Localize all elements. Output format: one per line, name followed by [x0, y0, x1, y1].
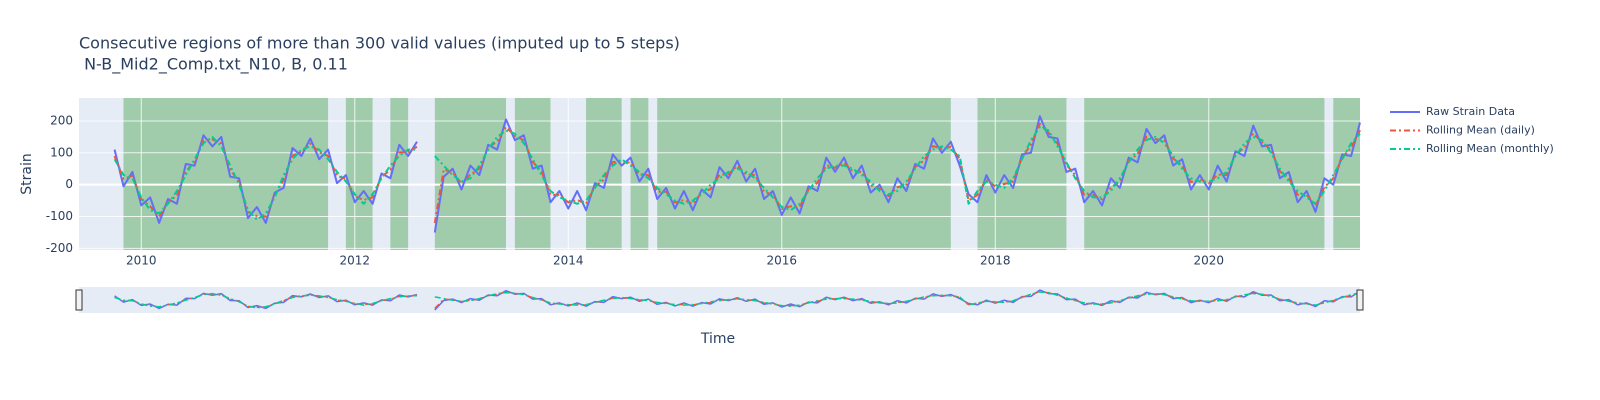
x-tick-label: 2018 [980, 254, 1011, 268]
x-tick-label: 2010 [126, 254, 157, 268]
line-layer [113, 115, 1361, 233]
y-tick-label: 200 [50, 113, 73, 127]
legend-label[interactable]: Raw Strain Data [1426, 105, 1515, 118]
series-line [433, 115, 1361, 233]
chart-subtitle: N-B_Mid2_Comp.txt_N10, B, 0.11 [79, 55, 348, 75]
legend-label[interactable]: Rolling Mean (daily) [1426, 124, 1535, 137]
x-tick-label: 2020 [1193, 254, 1224, 268]
valid-region [977, 98, 1067, 250]
x-tick-label: 2016 [766, 254, 797, 268]
series-line [113, 138, 418, 218]
y-tick-label: 0 [65, 177, 73, 191]
valid-region [345, 98, 373, 250]
valid-region [123, 98, 329, 250]
valid-region [657, 98, 951, 250]
chart-title: Consecutive regions of more than 300 val… [79, 34, 680, 53]
series-line [114, 292, 417, 309]
valid-region [630, 98, 649, 250]
range-handle[interactable] [75, 289, 83, 311]
y-tick-label: -100 [46, 209, 73, 223]
x-tick-label: 2012 [339, 254, 370, 268]
y-tick-label: -200 [46, 241, 73, 255]
series-line [434, 126, 1361, 212]
region-layer [123, 98, 1360, 250]
valid-region [1333, 98, 1360, 250]
range-handle[interactable] [1356, 289, 1364, 311]
x-axis-title: Time [700, 331, 735, 347]
y-tick-label: 100 [50, 145, 73, 159]
grid-layer [79, 98, 1360, 250]
range-slider[interactable] [75, 289, 1364, 311]
y-axis-title: Strain [19, 153, 35, 194]
series-line [113, 134, 418, 224]
series-line [434, 291, 1361, 307]
valid-region [390, 98, 409, 250]
legend-label[interactable]: Rolling Mean (monthly) [1426, 142, 1554, 155]
x-tick-label: 2014 [553, 254, 584, 268]
plot-background [79, 98, 1360, 250]
label-layer: -200 -100 0 100 200 2010 2012 2014 2016 2018 2020 R… [46, 105, 1554, 268]
